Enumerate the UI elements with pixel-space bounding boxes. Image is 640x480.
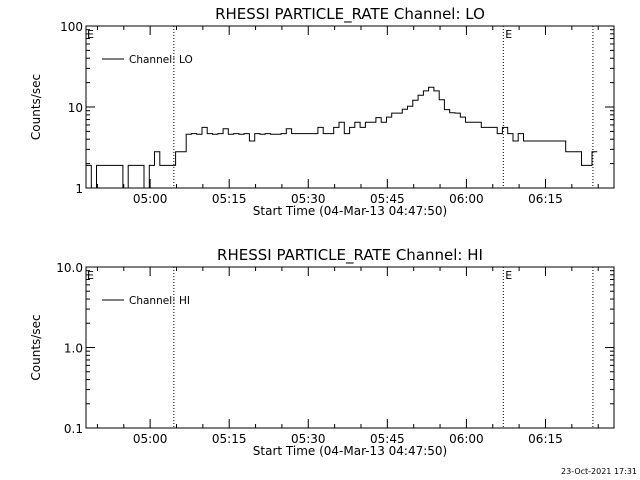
y-tick-label: 0.1 — [64, 422, 83, 436]
y-tick-label: 1 — [75, 182, 83, 196]
x-axis-label: Start Time (04-Mar-13 04:47:50) — [253, 444, 447, 458]
y-tick-label: 100 — [60, 20, 83, 34]
timestamp-stamp: 23-Oct-2021 17:31 — [561, 467, 637, 476]
y-tick-label: 10 — [68, 101, 83, 115]
x-tick-label: 05:00 — [133, 192, 168, 206]
x-tick-label: 06:15 — [528, 192, 563, 206]
plot-frame — [85, 266, 615, 429]
x-tick-label: 05:00 — [133, 432, 168, 446]
panel-hi: RHESSI PARTICLE_RATE Channel: HI 0.1 1.0 10… — [29, 246, 615, 458]
event-label: E — [505, 28, 512, 41]
event-label: E — [505, 269, 512, 282]
chart-title: RHESSI PARTICLE_RATE Channel: HI — [217, 246, 483, 265]
x-tick-label: 05:45 — [370, 432, 405, 446]
x-tick-label: 05:30 — [291, 432, 326, 446]
plot-frame — [85, 25, 615, 189]
legend-entry: Channel: HI — [129, 295, 190, 307]
y-axis-label: Counts/sec — [29, 314, 43, 380]
y-tick-label: 1.0 — [64, 342, 83, 356]
y-tick-label: 10.0 — [56, 261, 83, 275]
x-tick-label: 05:45 — [370, 192, 405, 206]
series-line-lo — [86, 86, 598, 188]
panel-lo: RHESSI PARTICLE_RATE Channel: LO 1 10 100 05… — [29, 5, 615, 218]
x-axis-label: Start Time (04-Mar-13 04:47:50) — [253, 204, 447, 218]
x-tick-label: 05:30 — [291, 192, 326, 206]
x-tick-label: 06:00 — [449, 432, 484, 446]
x-tick-label: 06:15 — [528, 432, 563, 446]
legend-entry: Channel: LO — [129, 54, 193, 66]
edge-marker-left: E — [87, 28, 94, 41]
chart-title: RHESSI PARTICLE_RATE Channel: LO — [215, 5, 485, 24]
y-axis-label: Counts/sec — [29, 74, 43, 140]
x-tick-label: 05:15 — [212, 192, 247, 206]
x-tick-label: 05:15 — [212, 432, 247, 446]
edge-marker-left: E — [87, 269, 94, 282]
x-tick-label: 06:00 — [449, 192, 484, 206]
